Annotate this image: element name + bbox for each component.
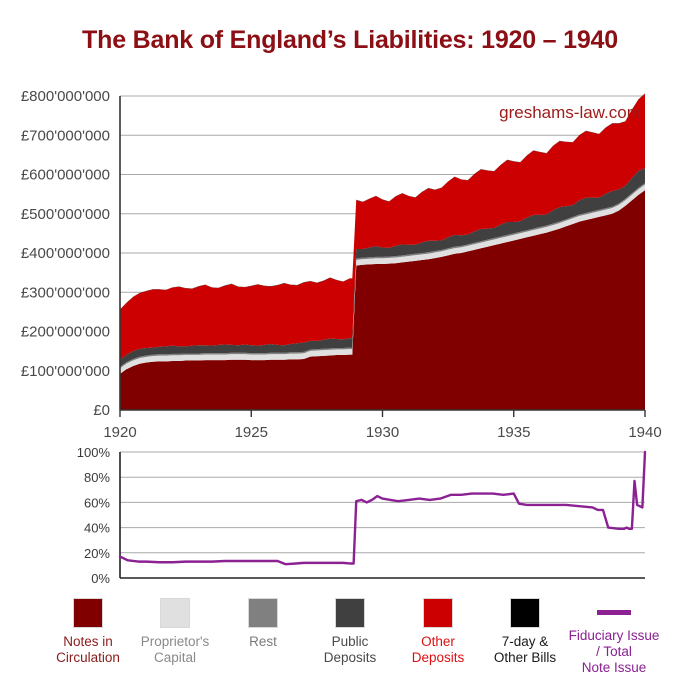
legend-color-swatch	[335, 598, 365, 628]
legend-item-label: Rest	[249, 634, 277, 649]
y-axis-tick-label: £400'000'000	[21, 245, 110, 262]
area-series-notes-in-circulation	[120, 190, 645, 410]
legend-color-swatch	[510, 598, 540, 628]
x-axis-tick-label: 1935	[497, 424, 530, 438]
legend-item-label: 7-day & Other Bills	[493, 634, 557, 665]
legend-item-label: Proprietor's Capital	[140, 634, 210, 665]
pct-y-axis-tick-label: 20%	[84, 546, 110, 561]
y-axis-tick-label: £100'000'000	[21, 363, 110, 380]
chart-legend: Notes in Circulation Proprietor's Capital…	[0, 598, 700, 698]
legend-item-label: Notes in Circulation	[56, 634, 120, 665]
legend-color-swatch	[248, 598, 278, 628]
x-axis-tick-label: 1925	[235, 424, 268, 438]
legend-item-other-deposits[interactable]: Other Deposits	[386, 598, 490, 666]
area-series-other-deposits	[120, 93, 645, 360]
y-axis-tick-label: £600'000'000	[21, 167, 110, 184]
y-axis-tick-label: £700'000'000	[21, 127, 110, 144]
fiduciary-ratio-chart: 0% 20% 40% 60% 80% 100%	[0, 440, 700, 590]
pct-y-axis-tick-label: 0%	[91, 571, 110, 586]
y-axis-tick-label: £800'000'000	[21, 88, 110, 105]
main-chart-svg: £0 £100'000'000 £200'000'000 £300'000'000 £4…	[21, 88, 662, 441]
legend-item-notes-in-circulation[interactable]: Notes in Circulation	[36, 598, 140, 666]
y-axis-tick-label: £300'000'000	[21, 284, 110, 301]
y-axis-tick-label: £500'000'000	[21, 206, 110, 223]
pct-chart-svg: 0% 20% 40% 60% 80% 100%	[77, 445, 647, 586]
x-axis-tick-label: 1940	[628, 424, 661, 438]
page-title: The Bank of England’s Liabilities: 1920 …	[82, 26, 618, 54]
watermark: greshams-law.com	[499, 103, 641, 122]
pct-y-axis-tick-label: 60%	[84, 495, 110, 510]
x-axis-tick-label: 1920	[103, 424, 136, 438]
legend-item-label: Other Deposits	[411, 634, 465, 665]
liabilities-stacked-area-chart: £0 £100'000'000 £200'000'000 £300'000'000 £4…	[0, 88, 700, 441]
legend-item-fiduciary-issue-total-note-issue[interactable]: Fiduciary Issue / Total Note Issue	[562, 598, 666, 676]
y-axis-tick-label: £0	[93, 402, 110, 419]
legend-line-marker	[597, 610, 631, 615]
legend-color-swatch	[73, 598, 103, 628]
pct-y-axis-tick-label: 80%	[84, 470, 110, 485]
pct-y-axis-tick-label: 40%	[84, 521, 110, 536]
y-axis-tick-label: £200'000'000	[21, 324, 110, 341]
legend-color-swatch	[160, 598, 190, 628]
legend-item-public-deposits[interactable]: Public Deposits	[298, 598, 402, 666]
legend-color-swatch	[423, 598, 453, 628]
pct-y-axis-tick-label: 100%	[77, 445, 111, 460]
legend-item-label: Public Deposits	[323, 634, 377, 665]
legend-item-proprietor-s-capital[interactable]: Proprietor's Capital	[123, 598, 227, 666]
fiduciary-ratio-line	[118, 450, 647, 566]
legend-item-rest[interactable]: Rest	[211, 598, 315, 650]
area-series-public-deposits	[120, 168, 645, 367]
x-axis-tick-label: 1930	[366, 424, 399, 438]
legend-item-label: Fiduciary Issue / Total Note Issue	[568, 628, 660, 675]
legend-item-7-day-other-bills[interactable]: 7-day & Other Bills	[473, 598, 577, 666]
